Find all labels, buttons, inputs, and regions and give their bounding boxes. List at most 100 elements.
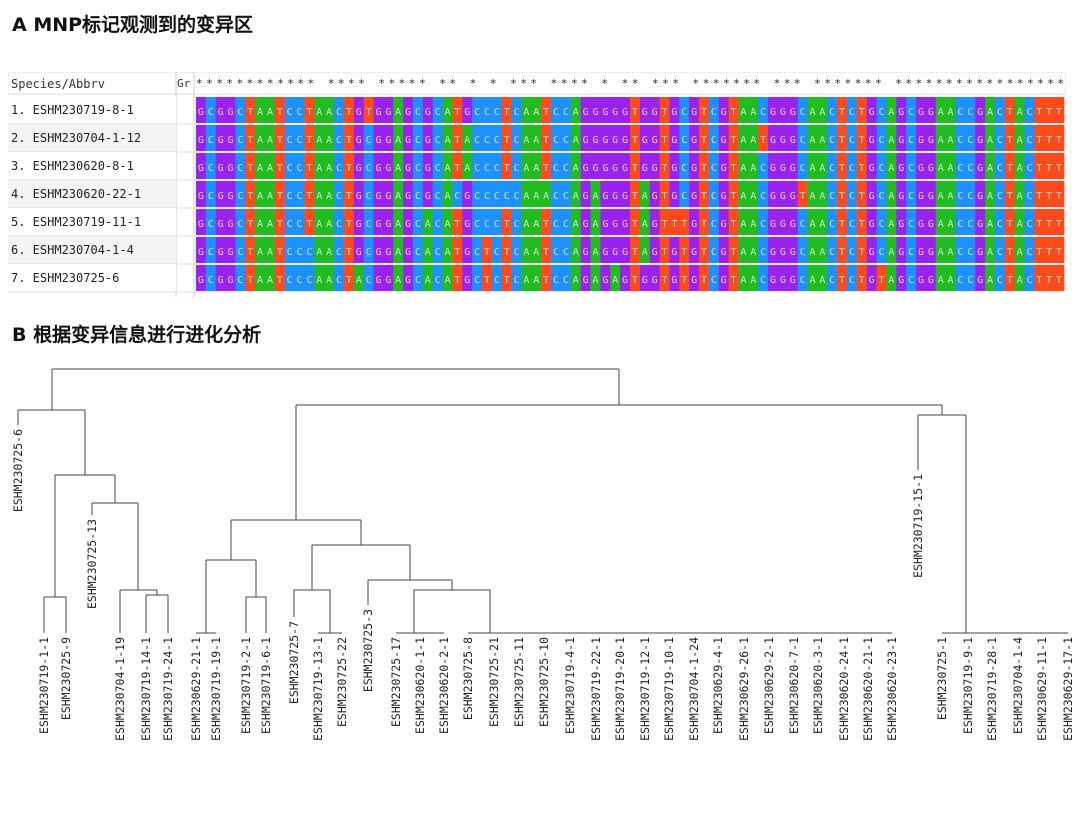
base-cell xyxy=(531,125,542,151)
base-cell xyxy=(284,181,296,207)
base-cell xyxy=(215,97,226,123)
base-cell xyxy=(1044,97,1055,123)
base-cell xyxy=(235,265,246,291)
base-letter: T xyxy=(859,275,865,286)
base-letter: T xyxy=(346,163,352,174)
base-letter: C xyxy=(711,135,717,146)
base-letter: T xyxy=(504,107,510,118)
panel-b-title: B 根据变异信息进行进化分析 xyxy=(12,324,262,346)
base-cell xyxy=(876,265,887,291)
base-letter: A xyxy=(464,163,470,174)
base-letter: A xyxy=(523,191,529,202)
base-letter: T xyxy=(484,275,490,286)
leaf-label: ESHM230629-2-1 xyxy=(762,637,776,734)
base-cell xyxy=(699,209,710,235)
base-letter: G xyxy=(691,247,697,258)
base-letter: A xyxy=(267,191,273,202)
base-cell xyxy=(314,265,325,291)
base-letter: G xyxy=(642,107,648,118)
base-cell xyxy=(718,181,730,207)
base-letter: C xyxy=(297,247,303,258)
base-letter: A xyxy=(533,107,539,118)
base-cell xyxy=(985,125,996,151)
base-cell xyxy=(965,181,976,207)
base-letter: C xyxy=(297,135,303,146)
base-cell xyxy=(442,181,453,207)
base-letter: A xyxy=(750,107,756,118)
base-cell xyxy=(413,153,424,179)
phylogenetic-dendrogram: ESHM230725-6 ESHM230719-1-1 ESHM230725-9 ES… xyxy=(11,368,1075,741)
base-letter: G xyxy=(770,275,776,286)
base-cell xyxy=(639,153,651,179)
leaf-label: ESHM230629-26-1 xyxy=(737,637,751,741)
base-letter: A xyxy=(326,275,332,286)
base-cell xyxy=(245,125,256,151)
leaf-label: ESHM230719-4-1 xyxy=(563,637,577,734)
base-letter: C xyxy=(336,163,342,174)
base-letter: T xyxy=(1007,135,1013,146)
base-letter: A xyxy=(938,107,944,118)
sample-label: 3. ESHM230620-8-1 xyxy=(11,159,134,173)
base-cell xyxy=(718,237,730,263)
base-letter: T xyxy=(543,247,549,258)
base-cell xyxy=(807,209,818,235)
base-cell xyxy=(265,265,276,291)
base-cell xyxy=(906,237,917,263)
base-letter: A xyxy=(533,247,539,258)
base-letter: A xyxy=(267,219,273,230)
base-cell xyxy=(985,209,996,235)
base-letter: A xyxy=(888,219,894,230)
base-letter: C xyxy=(484,163,490,174)
base-letter: T xyxy=(1007,191,1013,202)
base-letter: T xyxy=(800,191,806,202)
base-letter: C xyxy=(711,247,717,258)
base-cell xyxy=(955,97,966,123)
base-letter: G xyxy=(652,219,658,230)
base-letter: A xyxy=(740,107,746,118)
base-cell xyxy=(610,181,621,207)
base-letter: C xyxy=(474,247,480,258)
base-cell xyxy=(896,153,907,179)
base-letter: G xyxy=(770,219,776,230)
base-cell xyxy=(541,153,552,179)
base-letter: G xyxy=(721,247,727,258)
base-cell xyxy=(886,265,897,291)
base-cell xyxy=(856,125,868,151)
leaf-label: ESHM230719-24-1 xyxy=(161,637,175,741)
base-cell xyxy=(975,237,986,263)
base-cell xyxy=(679,265,690,291)
base-cell xyxy=(837,153,848,179)
base-cell xyxy=(304,153,315,179)
base-cell xyxy=(659,125,670,151)
base-cell xyxy=(491,125,503,151)
base-cell xyxy=(866,237,877,263)
base-cell xyxy=(235,237,246,263)
base-cell xyxy=(215,265,226,291)
base-letter: A xyxy=(938,191,944,202)
base-letter: T xyxy=(632,275,638,286)
base-cell xyxy=(718,153,730,179)
base-cell xyxy=(314,97,325,123)
base-letter: C xyxy=(829,163,835,174)
base-cell xyxy=(896,125,907,151)
base-letter: A xyxy=(750,275,756,286)
base-cell xyxy=(994,265,1006,291)
base-letter: C xyxy=(553,247,559,258)
base-cell xyxy=(334,265,345,291)
base-letter: C xyxy=(474,163,480,174)
base-cell xyxy=(728,265,739,291)
base-cell xyxy=(452,153,463,179)
base-cell xyxy=(925,209,937,235)
base-letter: C xyxy=(297,275,303,286)
base-cell xyxy=(620,237,631,263)
base-letter: C xyxy=(711,219,717,230)
base-letter: G xyxy=(583,275,589,286)
base-cell xyxy=(876,97,887,123)
base-cell xyxy=(669,209,680,235)
base-letter: G xyxy=(780,275,786,286)
leaf-label: ESHM230629-17-1 xyxy=(1061,637,1075,741)
base-cell xyxy=(985,153,996,179)
base-cell xyxy=(560,125,572,151)
base-cell xyxy=(679,237,690,263)
